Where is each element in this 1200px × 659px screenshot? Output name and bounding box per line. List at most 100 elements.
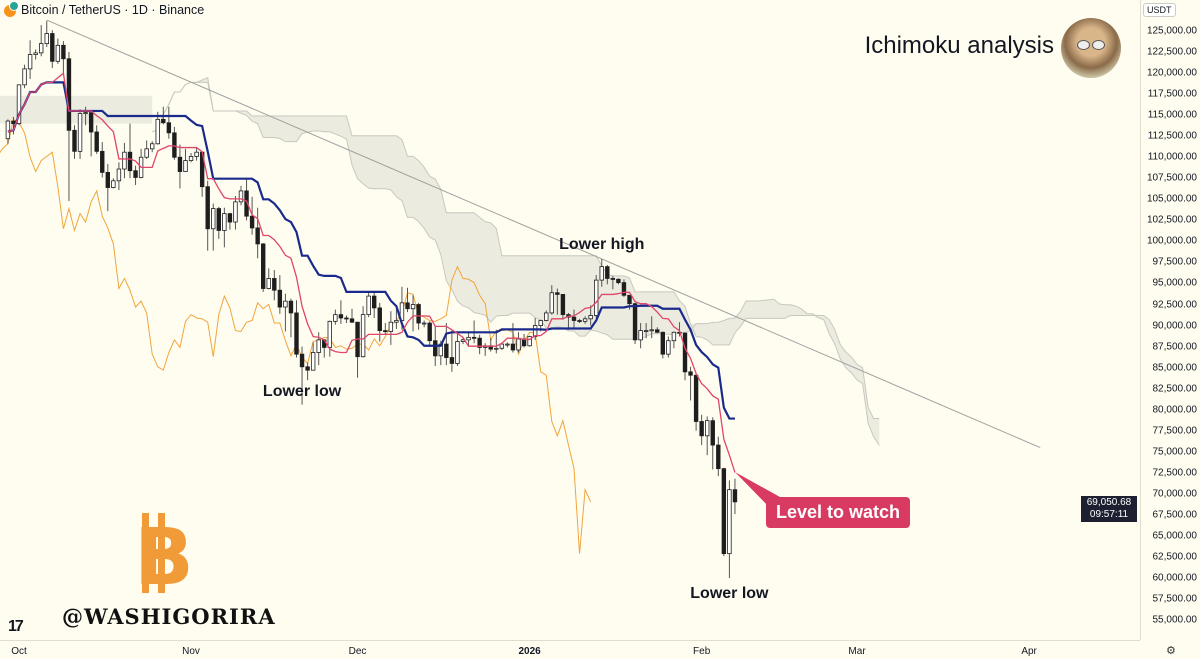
candle[interactable]	[166, 106, 172, 139]
candle[interactable]	[233, 195, 238, 230]
candle[interactable]	[560, 294, 566, 320]
candle[interactable]	[61, 41, 66, 76]
candle[interactable]	[288, 298, 294, 338]
candle[interactable]	[222, 207, 227, 248]
candle[interactable]	[588, 305, 593, 326]
candle[interactable]	[188, 153, 194, 163]
candle[interactable]	[655, 327, 660, 334]
candle[interactable]	[100, 142, 105, 178]
candle[interactable]	[355, 321, 360, 378]
candle[interactable]	[149, 141, 155, 153]
candle[interactable]	[449, 330, 455, 372]
candle[interactable]	[671, 331, 677, 349]
candle[interactable]	[682, 332, 688, 381]
candle[interactable]	[344, 315, 349, 324]
candle[interactable]	[333, 309, 338, 325]
candle[interactable]	[144, 140, 149, 159]
candle[interactable]	[599, 259, 604, 287]
candle[interactable]	[421, 320, 427, 328]
candle[interactable]	[349, 308, 355, 324]
candle[interactable]	[394, 306, 399, 329]
currency-selector[interactable]: USDT	[1143, 3, 1176, 17]
candle[interactable]	[594, 275, 599, 318]
candle[interactable]	[216, 206, 221, 239]
candle[interactable]	[444, 323, 449, 366]
candle[interactable]	[666, 336, 671, 358]
tradingview-logo[interactable]: 17	[8, 618, 24, 635]
candle[interactable]	[39, 25, 44, 57]
candle[interactable]	[33, 49, 38, 60]
candle[interactable]	[688, 366, 693, 401]
candle[interactable]	[72, 125, 77, 159]
candle[interactable]	[255, 207, 260, 259]
candle[interactable]	[283, 293, 288, 332]
candle[interactable]	[727, 480, 732, 579]
candle[interactable]	[105, 163, 110, 212]
candle[interactable]	[177, 144, 183, 189]
candle[interactable]	[227, 212, 233, 230]
candle[interactable]	[211, 203, 216, 251]
candle[interactable]	[410, 295, 416, 332]
candle[interactable]	[338, 300, 344, 324]
candle[interactable]	[371, 291, 377, 318]
candle[interactable]	[477, 334, 482, 355]
candle[interactable]	[571, 309, 577, 329]
candle[interactable]	[277, 275, 283, 314]
candle[interactable]	[50, 30, 55, 69]
candle[interactable]	[244, 179, 249, 221]
candle[interactable]	[466, 333, 471, 346]
candle[interactable]	[238, 185, 244, 206]
candle[interactable]	[505, 342, 510, 348]
candle[interactable]	[699, 414, 704, 446]
candle[interactable]	[577, 318, 582, 324]
trendline[interactable]	[46, 19, 1041, 449]
candle[interactable]	[605, 264, 610, 285]
candle[interactable]	[249, 196, 255, 235]
candle[interactable]	[377, 302, 382, 342]
candle[interactable]	[705, 416, 710, 456]
price-axis[interactable]: 125,000.00 122,500.00 120,000.00 117,500.00…	[1140, 0, 1200, 640]
candle[interactable]	[660, 331, 665, 359]
candle[interactable]	[266, 268, 271, 290]
candle[interactable]	[388, 311, 394, 345]
candle[interactable]	[499, 343, 505, 350]
price-chart[interactable]	[0, 0, 1140, 640]
candle[interactable]	[183, 148, 188, 172]
candle[interactable]	[83, 106, 88, 126]
candle[interactable]	[716, 436, 721, 477]
candle[interactable]	[516, 332, 521, 353]
candle[interactable]	[455, 333, 460, 366]
candle[interactable]	[649, 316, 654, 339]
candle[interactable]	[632, 302, 638, 345]
candle[interactable]	[272, 270, 277, 301]
candle[interactable]	[22, 64, 27, 89]
candle[interactable]	[488, 338, 493, 352]
candle[interactable]	[582, 316, 588, 324]
candle[interactable]	[327, 320, 332, 357]
candle[interactable]	[194, 147, 199, 161]
candle[interactable]	[405, 287, 410, 313]
time-axis[interactable]: Oct Nov Dec 2026 Feb Mar Apr	[0, 640, 1140, 659]
candle[interactable]	[133, 165, 138, 186]
candle[interactable]	[360, 306, 366, 358]
candle[interactable]	[621, 279, 627, 297]
candle[interactable]	[116, 162, 122, 191]
candle[interactable]	[55, 38, 61, 64]
candle[interactable]	[721, 467, 727, 557]
candle[interactable]	[366, 291, 371, 318]
candle[interactable]	[305, 362, 310, 381]
candle[interactable]	[549, 285, 554, 315]
candle[interactable]	[383, 323, 388, 335]
candle[interactable]	[482, 343, 488, 356]
candle[interactable]	[94, 125, 99, 154]
candle[interactable]	[521, 333, 527, 348]
candle[interactable]	[638, 323, 643, 349]
candle[interactable]	[610, 275, 616, 290]
candle[interactable]	[27, 40, 33, 79]
candle[interactable]	[205, 180, 210, 251]
candle[interactable]	[172, 126, 177, 160]
candle[interactable]	[44, 20, 49, 47]
candle[interactable]	[544, 310, 549, 322]
candle[interactable]	[643, 323, 649, 339]
candle[interactable]	[693, 374, 699, 431]
